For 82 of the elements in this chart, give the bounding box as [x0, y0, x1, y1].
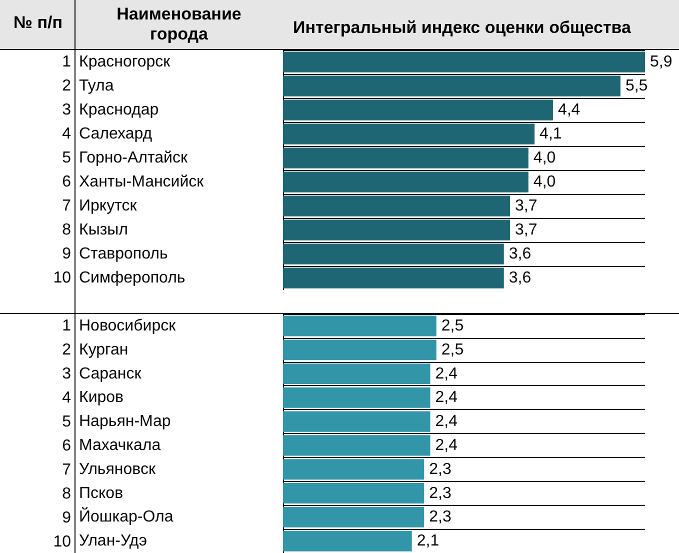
y-tick-label: Салехард	[79, 126, 153, 142]
text: 9	[62, 510, 72, 526]
y-tick-label: Курган	[79, 341, 128, 358]
bar	[283, 435, 430, 456]
y-tick-label: Симферополь	[79, 270, 186, 286]
text: 7	[62, 198, 72, 214]
bar	[283, 482, 424, 504]
data-label: 4,4	[558, 102, 580, 118]
text: 3	[62, 366, 72, 382]
data-label: 5,9	[650, 54, 672, 70]
y-tick-label: Махачкала	[79, 436, 161, 454]
data-label: 3,6	[508, 246, 532, 262]
data-label: 2,4	[435, 365, 458, 382]
data-label: 4,1	[540, 126, 562, 142]
bar	[283, 124, 535, 144]
text: 7	[62, 462, 72, 478]
y-tick-label: Горно-Алтайск	[79, 150, 188, 166]
data-label: 3,6	[508, 270, 532, 286]
text: 1	[62, 54, 72, 70]
bar	[283, 100, 553, 120]
y-tick-label: Нарьян-Мар	[79, 413, 171, 430]
y-tick-label: Кызыл	[79, 222, 128, 238]
data-label: 3,7	[515, 222, 538, 238]
data-label: 2,1	[416, 532, 440, 550]
y-tick-label: Новосибирск	[79, 317, 177, 334]
text: 8	[62, 222, 72, 238]
data-label: 2,4	[435, 389, 458, 406]
text: 5	[62, 150, 72, 166]
text: 3	[62, 102, 72, 118]
y-tick-label: Краснодар	[79, 102, 159, 118]
bar	[283, 363, 430, 384]
bar	[283, 196, 510, 216]
bar	[283, 316, 436, 336]
bar	[283, 459, 424, 480]
data-label: 4,0	[533, 174, 556, 190]
data-label: 2,4	[435, 413, 458, 430]
y-tick-label: Улан-Удэ	[79, 532, 148, 550]
text: 6	[62, 174, 72, 190]
y-axis-title: Наименование города	[116, 4, 242, 44]
y-tick-label: Тула	[79, 78, 114, 94]
text: 10	[53, 270, 72, 286]
text: № п/п	[14, 13, 62, 32]
bar	[283, 76, 620, 96]
text: 5	[62, 414, 72, 430]
bar	[283, 506, 424, 528]
text: 2	[62, 342, 72, 358]
bar	[283, 172, 528, 192]
bar	[283, 244, 504, 264]
y-tick-label: Иркутск	[79, 198, 138, 214]
y-tick-label: Ханты-Мансийск	[79, 174, 205, 190]
data-label: 2,5	[441, 341, 464, 358]
bar	[283, 220, 510, 240]
bar	[283, 340, 436, 360]
data-label: 3,7	[515, 198, 538, 214]
bar	[283, 268, 504, 288]
y-tick-label: Ставрополь	[79, 246, 168, 262]
y-tick-label: Саранск	[79, 365, 142, 382]
data-label: 2,3	[429, 508, 452, 526]
text: 1	[62, 318, 72, 334]
chart-title: Интегральный индекс оценки общества	[293, 18, 632, 37]
text: 9	[62, 246, 72, 262]
bar	[283, 411, 430, 432]
text: 4	[62, 390, 72, 406]
y-tick-label: Псков	[79, 484, 124, 502]
bar	[283, 530, 412, 552]
bar	[283, 387, 430, 408]
y-tick-label: Киров	[79, 389, 124, 406]
data-label: 4,0	[533, 150, 556, 166]
text: 8	[62, 486, 72, 502]
text: 10	[53, 534, 72, 550]
text: 2	[62, 78, 72, 94]
bar	[283, 148, 528, 168]
y-tick-label: Красногорск	[79, 54, 172, 70]
data-label: 2,5	[441, 317, 464, 334]
text: 4	[62, 126, 72, 142]
y-tick-label: Йошкар-Ола	[79, 506, 174, 526]
data-label: 5,5	[625, 78, 648, 94]
data-label: 2,4	[435, 436, 458, 454]
data-label: 2,3	[429, 460, 452, 478]
data-label: 2,3	[429, 484, 452, 502]
y-tick-label: Ульяновск	[79, 460, 156, 478]
text: 6	[62, 438, 72, 454]
